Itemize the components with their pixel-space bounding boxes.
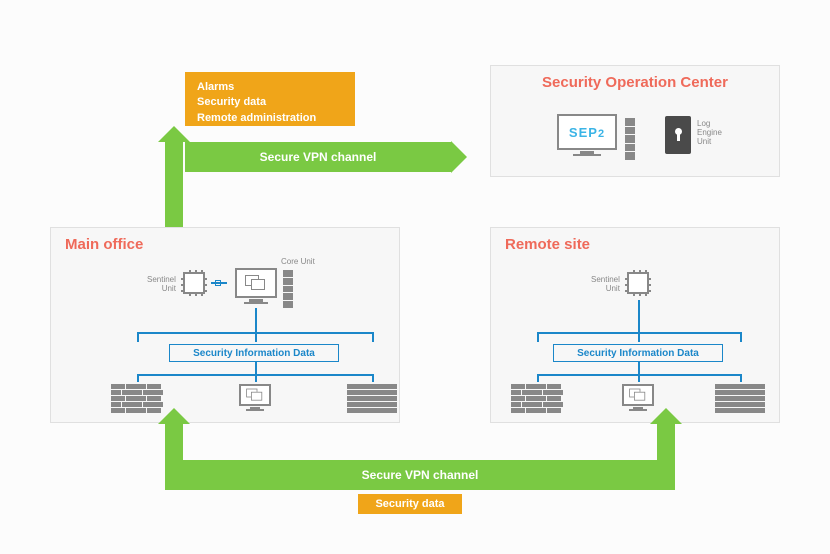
mo-vline-br xyxy=(372,374,374,382)
mo-vline-c xyxy=(255,332,257,342)
rs-vline-1 xyxy=(638,300,640,332)
rs-sentinel-label: Sentinel Unit xyxy=(591,276,620,294)
main-office-panel: Main office Sentinel Unit Core Unit Secu… xyxy=(50,227,400,423)
bottom-left-stub xyxy=(165,424,183,460)
top-vpn-label: Secure VPN channel xyxy=(260,150,377,164)
left-up-arrow-body xyxy=(165,142,183,227)
log-unit-icon xyxy=(665,116,691,154)
rs-vline-bc xyxy=(638,374,640,382)
rs-sid-label: Security Information Data xyxy=(577,348,699,359)
mo-client-icon xyxy=(239,384,271,411)
soc-title: Security Operation Center xyxy=(491,74,779,91)
sep-label: SEP2 xyxy=(569,125,605,140)
soc-panel: Security Operation Center SEP2 Log Engin… xyxy=(490,65,780,177)
sep-monitor-icon: SEP2 xyxy=(557,114,617,156)
mo-firewall-icon xyxy=(111,384,164,414)
remote-site-panel: Remote site Sentinel Unit Security Infor… xyxy=(490,227,780,423)
alarms-line-3: Remote administration xyxy=(197,111,343,126)
rs-vline-c xyxy=(638,332,640,342)
mo-vline-r xyxy=(372,332,374,342)
mo-sentinel-label: Sentinel Unit xyxy=(147,276,176,294)
security-data-label: Security data xyxy=(375,498,444,510)
rs-client-icon xyxy=(622,384,654,411)
alarms-line-1: Alarms xyxy=(197,80,343,95)
rs-servers-icon xyxy=(715,384,765,414)
bottom-right-head xyxy=(650,408,682,424)
mo-core-label: Core Unit xyxy=(281,258,315,267)
security-data-box: Security data xyxy=(358,494,462,514)
top-vpn-arrow-head xyxy=(451,141,467,173)
alarms-line-2: Security data xyxy=(197,95,343,110)
bottom-vpn-arrow: Secure VPN channel xyxy=(165,460,675,490)
main-office-title: Main office xyxy=(65,236,143,253)
mo-sid-label: Security Information Data xyxy=(193,348,315,359)
rs-vline-l xyxy=(537,332,539,342)
rs-sid-box: Security Information Data xyxy=(553,344,723,362)
rs-vline-2 xyxy=(638,362,640,374)
mo-vline-1 xyxy=(255,308,257,332)
rs-vline-br xyxy=(740,374,742,382)
bottom-right-stub xyxy=(657,424,675,460)
rs-vline-r xyxy=(740,332,742,342)
top-vpn-arrow: Secure VPN channel xyxy=(185,142,451,172)
mo-sid-box: Security Information Data xyxy=(169,344,339,362)
mo-servers-icon xyxy=(347,384,397,414)
rs-chip-icon xyxy=(627,272,649,294)
mo-chip-icon xyxy=(183,272,205,294)
mo-vline-bl xyxy=(137,374,139,382)
alarms-box: Alarms Security data Remote administrati… xyxy=(185,72,355,126)
rs-vline-bl xyxy=(537,374,539,382)
mo-core-monitor-icon xyxy=(235,268,277,304)
mo-vline-2 xyxy=(255,362,257,374)
bottom-left-head xyxy=(158,408,190,424)
mo-chip-dash xyxy=(215,280,221,286)
keyhole-icon xyxy=(674,128,682,142)
sep-tower-icon xyxy=(625,118,635,156)
log-unit-label: Log Engine Unit xyxy=(697,120,722,146)
mo-vline-bc xyxy=(255,374,257,382)
mo-core-tower-icon xyxy=(283,270,293,304)
mo-vline-l xyxy=(137,332,139,342)
bottom-vpn-label: Secure VPN channel xyxy=(362,468,479,482)
rs-firewall-icon xyxy=(511,384,564,414)
remote-site-title: Remote site xyxy=(505,236,590,253)
left-up-arrow-head xyxy=(158,126,190,142)
